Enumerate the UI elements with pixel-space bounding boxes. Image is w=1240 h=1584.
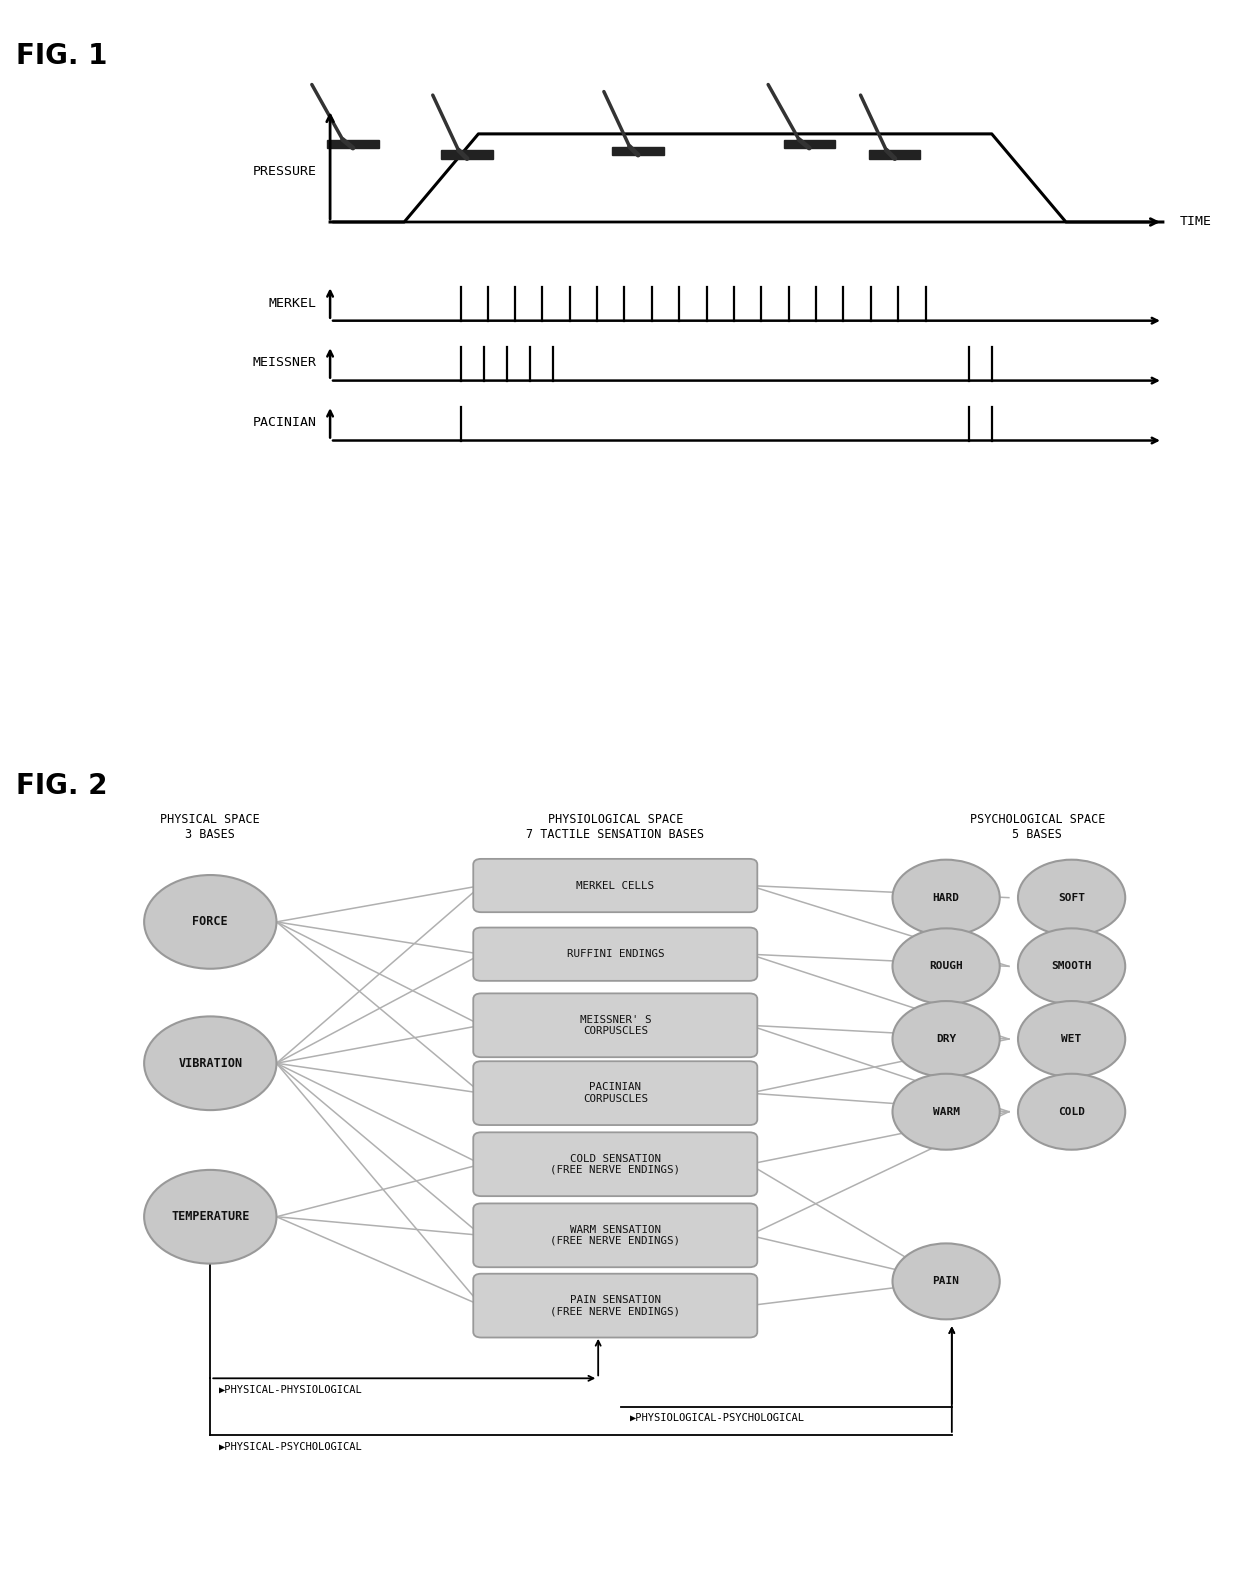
Text: VIBRATION: VIBRATION: [179, 1057, 242, 1069]
FancyBboxPatch shape: [474, 928, 758, 980]
Text: CORPUSCLES: CORPUSCLES: [583, 1095, 647, 1104]
Text: FORCE: FORCE: [192, 916, 228, 928]
FancyBboxPatch shape: [474, 993, 758, 1057]
Text: FIG. 1: FIG. 1: [16, 43, 108, 70]
FancyBboxPatch shape: [474, 1061, 758, 1125]
Text: PAIN SENSATION: PAIN SENSATION: [570, 1296, 661, 1305]
FancyBboxPatch shape: [474, 859, 758, 912]
Text: WARM: WARM: [932, 1107, 960, 1117]
FancyBboxPatch shape: [474, 1133, 758, 1196]
Text: MERKEL CELLS: MERKEL CELLS: [577, 881, 655, 890]
Circle shape: [1018, 1074, 1125, 1150]
Circle shape: [144, 1171, 277, 1264]
Circle shape: [1018, 1001, 1125, 1077]
Text: CORPUSCLES: CORPUSCLES: [583, 1026, 647, 1036]
Text: MEISSNER' S: MEISSNER' S: [579, 1015, 651, 1025]
FancyBboxPatch shape: [474, 1204, 758, 1267]
Text: MERKEL: MERKEL: [268, 296, 316, 309]
Text: PACINIAN: PACINIAN: [589, 1082, 641, 1093]
Text: TEMPERATURE: TEMPERATURE: [171, 1210, 249, 1223]
Circle shape: [1018, 860, 1125, 936]
Bar: [441, 150, 492, 158]
Text: (FREE NERVE ENDINGS): (FREE NERVE ENDINGS): [551, 1307, 681, 1316]
Bar: [613, 147, 663, 155]
Circle shape: [144, 1017, 277, 1110]
Text: PHYSIOLOGICAL SPACE
7 TACTILE SENSATION BASES: PHYSIOLOGICAL SPACE 7 TACTILE SENSATION …: [526, 813, 704, 841]
Text: (FREE NERVE ENDINGS): (FREE NERVE ENDINGS): [551, 1236, 681, 1247]
Text: SMOOTH: SMOOTH: [1052, 961, 1092, 971]
Text: MEISSNER: MEISSNER: [253, 356, 316, 369]
Text: ▶PHYSICAL-PSYCHOLOGICAL: ▶PHYSICAL-PSYCHOLOGICAL: [219, 1441, 363, 1451]
Bar: [327, 139, 378, 147]
Circle shape: [893, 1243, 999, 1319]
Circle shape: [893, 1074, 999, 1150]
Circle shape: [1018, 928, 1125, 1004]
Text: WET: WET: [1061, 1034, 1081, 1044]
Text: ▶PHYSIOLOGICAL-PSYCHOLOGICAL: ▶PHYSIOLOGICAL-PSYCHOLOGICAL: [630, 1413, 805, 1422]
Text: RUFFINI ENDINGS: RUFFINI ENDINGS: [567, 949, 665, 960]
Text: ROUGH: ROUGH: [929, 961, 963, 971]
Text: PRESSURE: PRESSURE: [253, 165, 316, 177]
Text: PAIN: PAIN: [932, 1277, 960, 1286]
Text: WARM SENSATION: WARM SENSATION: [570, 1224, 661, 1234]
Text: TIME: TIME: [1180, 215, 1211, 228]
Circle shape: [893, 860, 999, 936]
Circle shape: [893, 928, 999, 1004]
Circle shape: [893, 1001, 999, 1077]
Text: COLD: COLD: [1058, 1107, 1085, 1117]
Text: DRY: DRY: [936, 1034, 956, 1044]
Text: HARD: HARD: [932, 893, 960, 903]
Text: FIG. 2: FIG. 2: [16, 773, 108, 800]
Bar: [869, 150, 920, 158]
Text: PHYSICAL SPACE
3 BASES: PHYSICAL SPACE 3 BASES: [160, 813, 260, 841]
Bar: [784, 139, 835, 147]
Text: (FREE NERVE ENDINGS): (FREE NERVE ENDINGS): [551, 1164, 681, 1175]
Text: PACINIAN: PACINIAN: [253, 417, 316, 429]
Text: SOFT: SOFT: [1058, 893, 1085, 903]
Circle shape: [144, 874, 277, 969]
Text: COLD SENSATION: COLD SENSATION: [570, 1153, 661, 1164]
Text: PSYCHOLOGICAL SPACE
5 BASES: PSYCHOLOGICAL SPACE 5 BASES: [970, 813, 1105, 841]
Text: ▶PHYSICAL-PHYSIOLOGICAL: ▶PHYSICAL-PHYSIOLOGICAL: [219, 1384, 363, 1396]
FancyBboxPatch shape: [474, 1274, 758, 1337]
